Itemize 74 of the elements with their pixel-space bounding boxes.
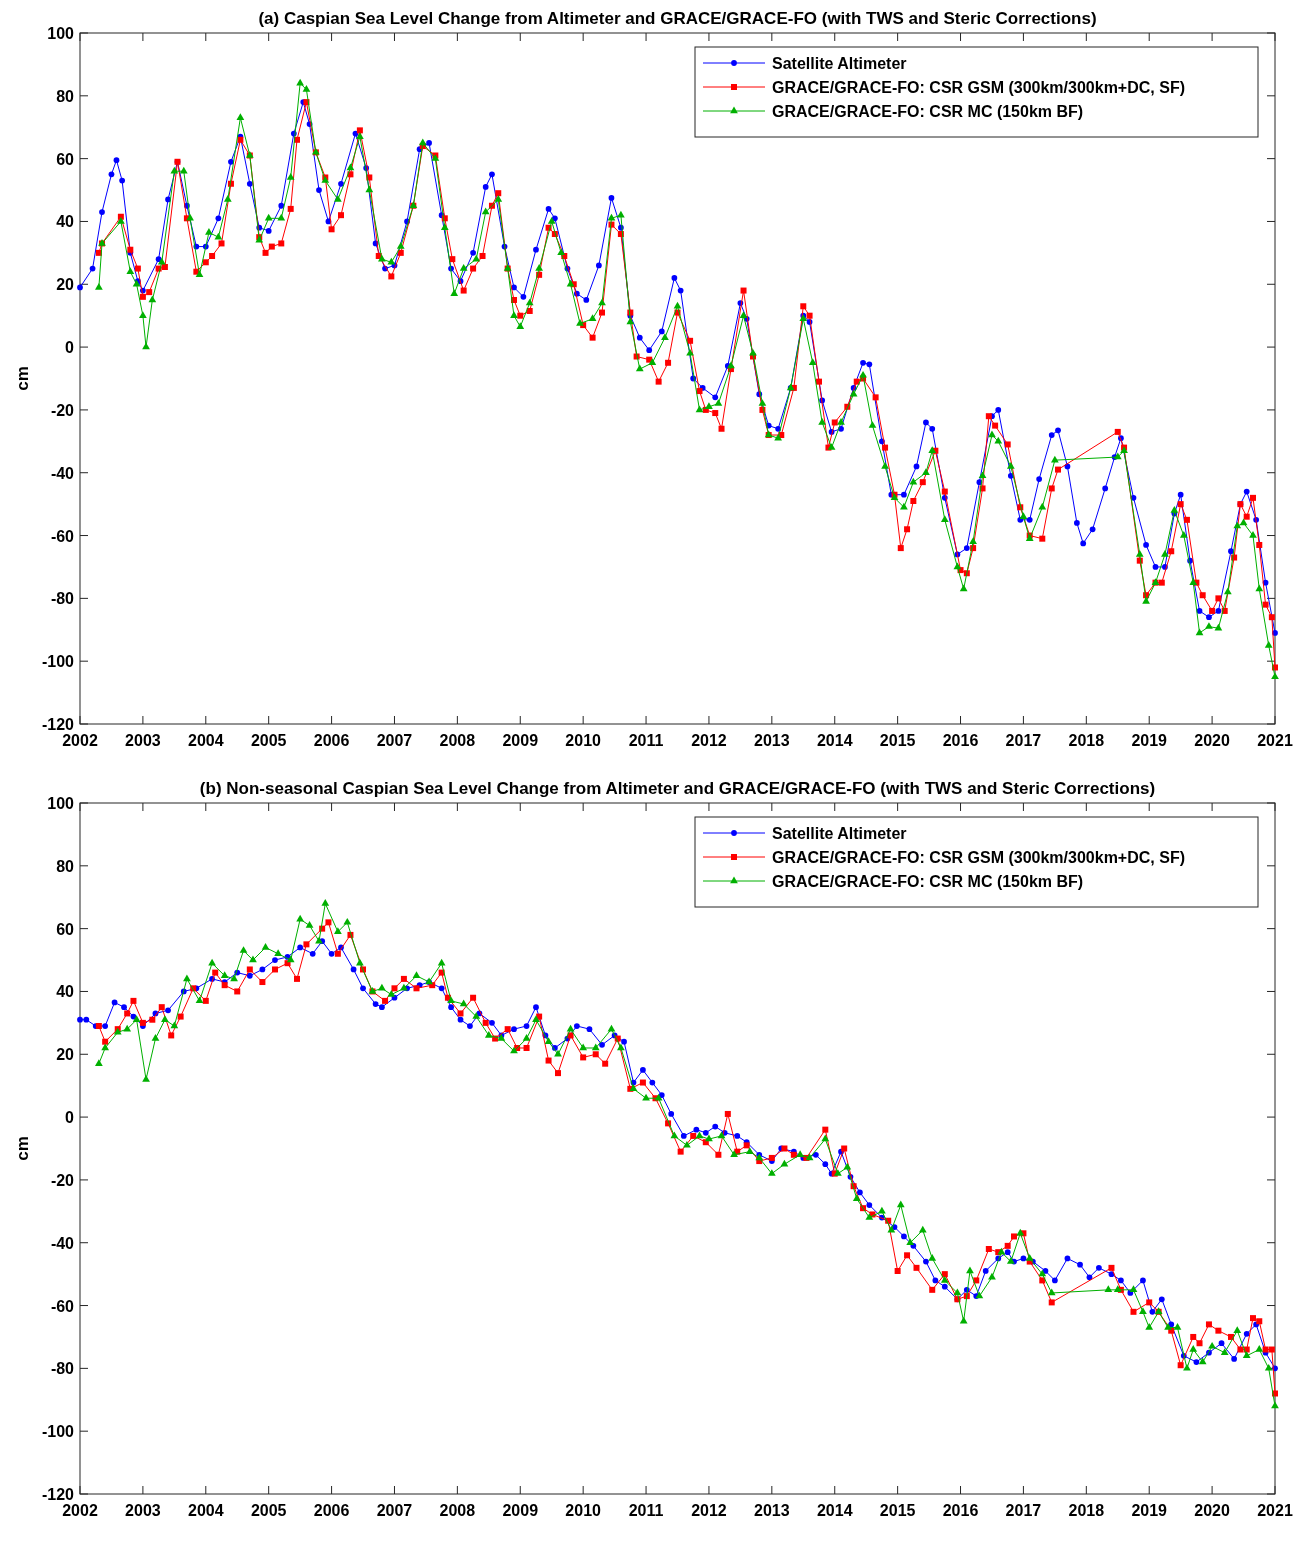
x-tick-label: 2014	[816, 732, 853, 749]
y-tick-label: 80	[56, 857, 75, 875]
y-tick-label: 100	[47, 795, 75, 812]
y-tick-label: -120	[41, 1486, 75, 1503]
x-tick-label: 2018	[1068, 732, 1105, 749]
x-tick-label: 2004	[187, 732, 224, 749]
y-tick-label: -80	[50, 1360, 75, 1378]
y-tick-label: 0	[65, 339, 75, 357]
y-tick-label: 80	[56, 87, 75, 105]
x-tick-label: 2021	[1257, 732, 1293, 749]
x-tick-label: 2002	[62, 732, 98, 749]
y-tick-label: 20	[56, 276, 75, 294]
x-tick-label: 2012	[691, 1502, 727, 1519]
x-tick-label: 2010	[565, 732, 602, 749]
y-tick-label: -40	[50, 464, 75, 482]
y-tick-label: -20	[50, 1171, 75, 1189]
y-tick-label: -80	[50, 590, 75, 608]
x-tick-label: 2007	[376, 732, 413, 749]
x-tick-label: 2003	[125, 1502, 161, 1519]
x-tick-label: 2006	[313, 1502, 350, 1519]
y-tick-label: 40	[56, 213, 75, 231]
x-tick-label: 2006	[313, 732, 350, 749]
legend-label: GRACE/GRACE-FO: CSR MC (150km BF)	[772, 873, 1084, 890]
legend-label: GRACE/GRACE-FO: CSR GSM (300km/300km+DC, SF)	[772, 79, 1185, 96]
legend-label: Satellite Altimeter	[772, 55, 907, 72]
x-tick-label: 2012	[691, 732, 727, 749]
x-tick-label: 2020	[1194, 1502, 1230, 1519]
x-tick-label: 2011	[628, 732, 664, 749]
y-tick-label: -120	[41, 716, 75, 733]
y-tick-label: -60	[50, 527, 75, 545]
x-tick-label: 2005	[250, 1502, 287, 1519]
x-tick-label: 2017	[1005, 1502, 1042, 1519]
x-tick-label: 2019	[1131, 1502, 1168, 1519]
y-tick-label: -60	[50, 1297, 75, 1315]
legend-label: GRACE/GRACE-FO: CSR MC (150km BF)	[772, 103, 1084, 120]
y-axis-title: cm	[13, 366, 32, 391]
y-tick-label: 0	[65, 1109, 75, 1127]
x-tick-label: 2013	[754, 1502, 790, 1519]
x-tick-label: 2005	[250, 732, 287, 749]
x-tick-label: 2016	[942, 1502, 979, 1519]
x-tick-label: 2016	[942, 732, 979, 749]
x-tick-label: 2003	[125, 732, 161, 749]
x-tick-label: 2019	[1131, 732, 1168, 749]
y-tick-label: -100	[41, 1423, 75, 1441]
x-tick-label: 2008	[439, 732, 476, 749]
x-tick-label: 2004	[187, 1502, 224, 1519]
x-tick-label: 2009	[502, 732, 539, 749]
x-tick-label: 2007	[376, 1502, 413, 1519]
y-tick-label: 40	[56, 983, 75, 1001]
x-tick-label: 2017	[1005, 732, 1042, 749]
y-tick-label: -40	[50, 1234, 75, 1252]
x-tick-label: 2015	[879, 732, 916, 749]
x-tick-label: 2021	[1257, 1502, 1293, 1519]
x-tick-label: 2002	[62, 1502, 98, 1519]
y-tick-label: 100	[47, 25, 75, 42]
y-tick-label: 20	[56, 1046, 75, 1064]
x-tick-label: 2009	[502, 1502, 539, 1519]
x-tick-label: 2013	[754, 732, 790, 749]
y-tick-label: 60	[56, 150, 75, 168]
chart-title: (a) Caspian Sea Level Change from Altimeter and GRACE/GRACE-FO (with TWS and Steric Corrections)	[258, 9, 1097, 28]
x-tick-label: 2018	[1068, 1502, 1105, 1519]
y-tick-label: 60	[56, 920, 75, 938]
x-tick-label: 2010	[565, 1502, 602, 1519]
x-tick-label: 2020	[1194, 732, 1230, 749]
y-tick-label: -20	[50, 401, 75, 419]
y-axis-title: cm	[13, 1136, 32, 1161]
x-tick-label: 2015	[879, 1502, 916, 1519]
x-tick-label: 2014	[816, 1502, 853, 1519]
legend-label: Satellite Altimeter	[772, 825, 907, 842]
x-tick-label: 2011	[628, 1502, 664, 1519]
legend-label: GRACE/GRACE-FO: CSR GSM (300km/300km+DC, SF)	[772, 849, 1185, 866]
x-tick-label: 2008	[439, 1502, 476, 1519]
chart-title: (b) Non-seasonal Caspian Sea Level Change from Altimeter and GRACE/GRACE-FO (with TWS and Steric Corrections)	[199, 779, 1156, 798]
y-tick-label: -100	[41, 653, 75, 671]
